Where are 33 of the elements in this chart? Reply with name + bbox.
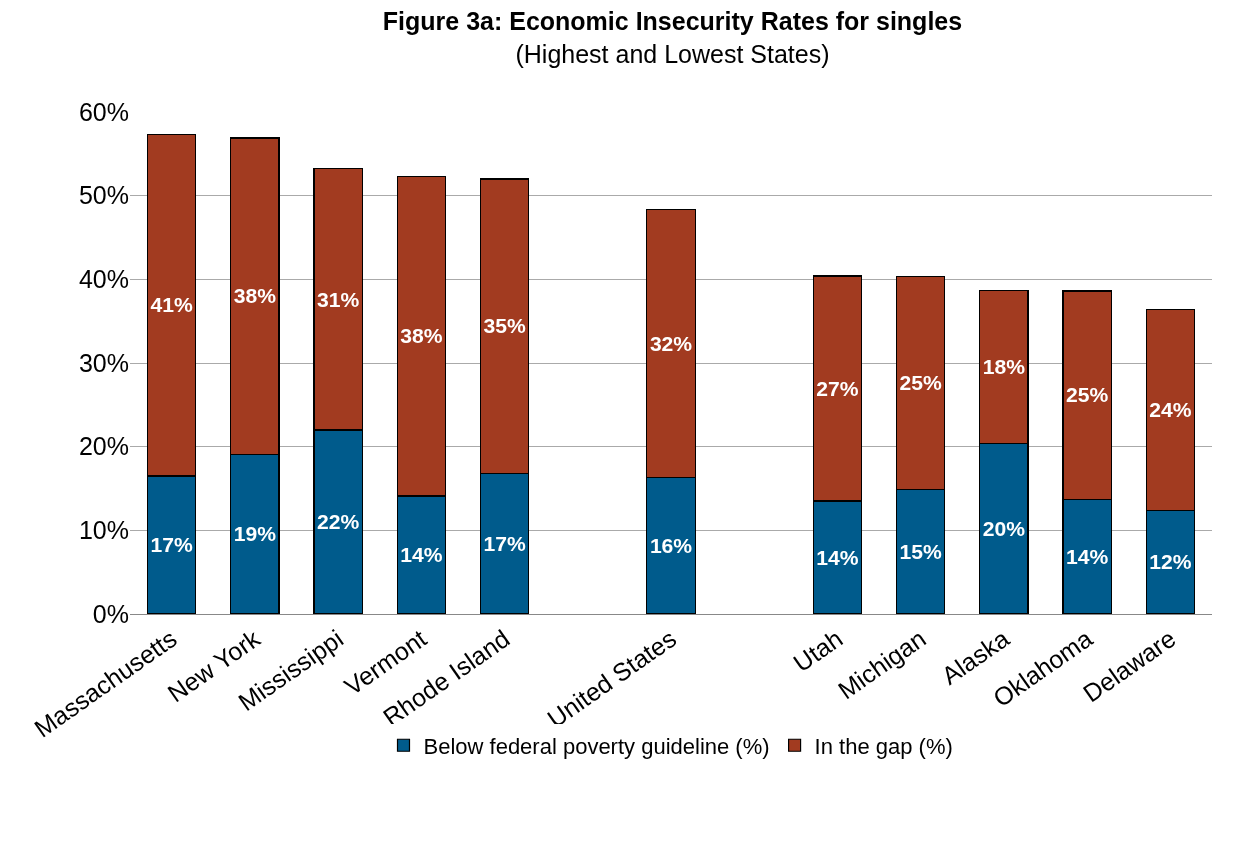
data-label: 38% [233,284,277,308]
y-tick-label: 60% [78,97,129,126]
data-label: 14% [1066,544,1109,568]
data-label: 27% [816,376,859,400]
legend-label: In the gap (%) [814,733,953,759]
data-label: 20% [982,516,1026,540]
data-label: 16% [649,534,693,558]
y-tick-label: 0% [92,599,129,628]
data-label: 31% [316,287,360,311]
data-label: 14% [816,545,859,569]
data-label: 15% [899,539,943,563]
data-label: 19% [233,522,277,546]
data-label: 32% [649,331,693,355]
data-label: 18% [982,354,1026,378]
data-label: 25% [1066,383,1109,407]
data-label: 35% [483,314,526,338]
chart-subtitle: (Highest and Lowest States) [515,39,830,68]
chart-title: Figure 3a: Economic Insecurity Rates for singles [382,7,963,36]
data-label: 17% [150,533,193,557]
data-label: 14% [400,543,443,567]
data-label: 25% [899,371,943,395]
data-label: 12% [1149,550,1192,574]
data-label: 38% [400,324,443,348]
y-tick-label: 20% [78,432,129,461]
y-tick-label: 40% [78,265,129,294]
data-label: 22% [316,510,360,534]
y-tick-label: 50% [78,181,129,210]
data-label: 17% [483,531,526,555]
y-tick-label: 30% [78,348,129,377]
data-label: 41% [150,293,193,317]
data-label: 24% [1149,398,1192,422]
legend-label: Below federal poverty guideline (%) [423,733,770,759]
y-tick-label: 10% [78,516,129,545]
